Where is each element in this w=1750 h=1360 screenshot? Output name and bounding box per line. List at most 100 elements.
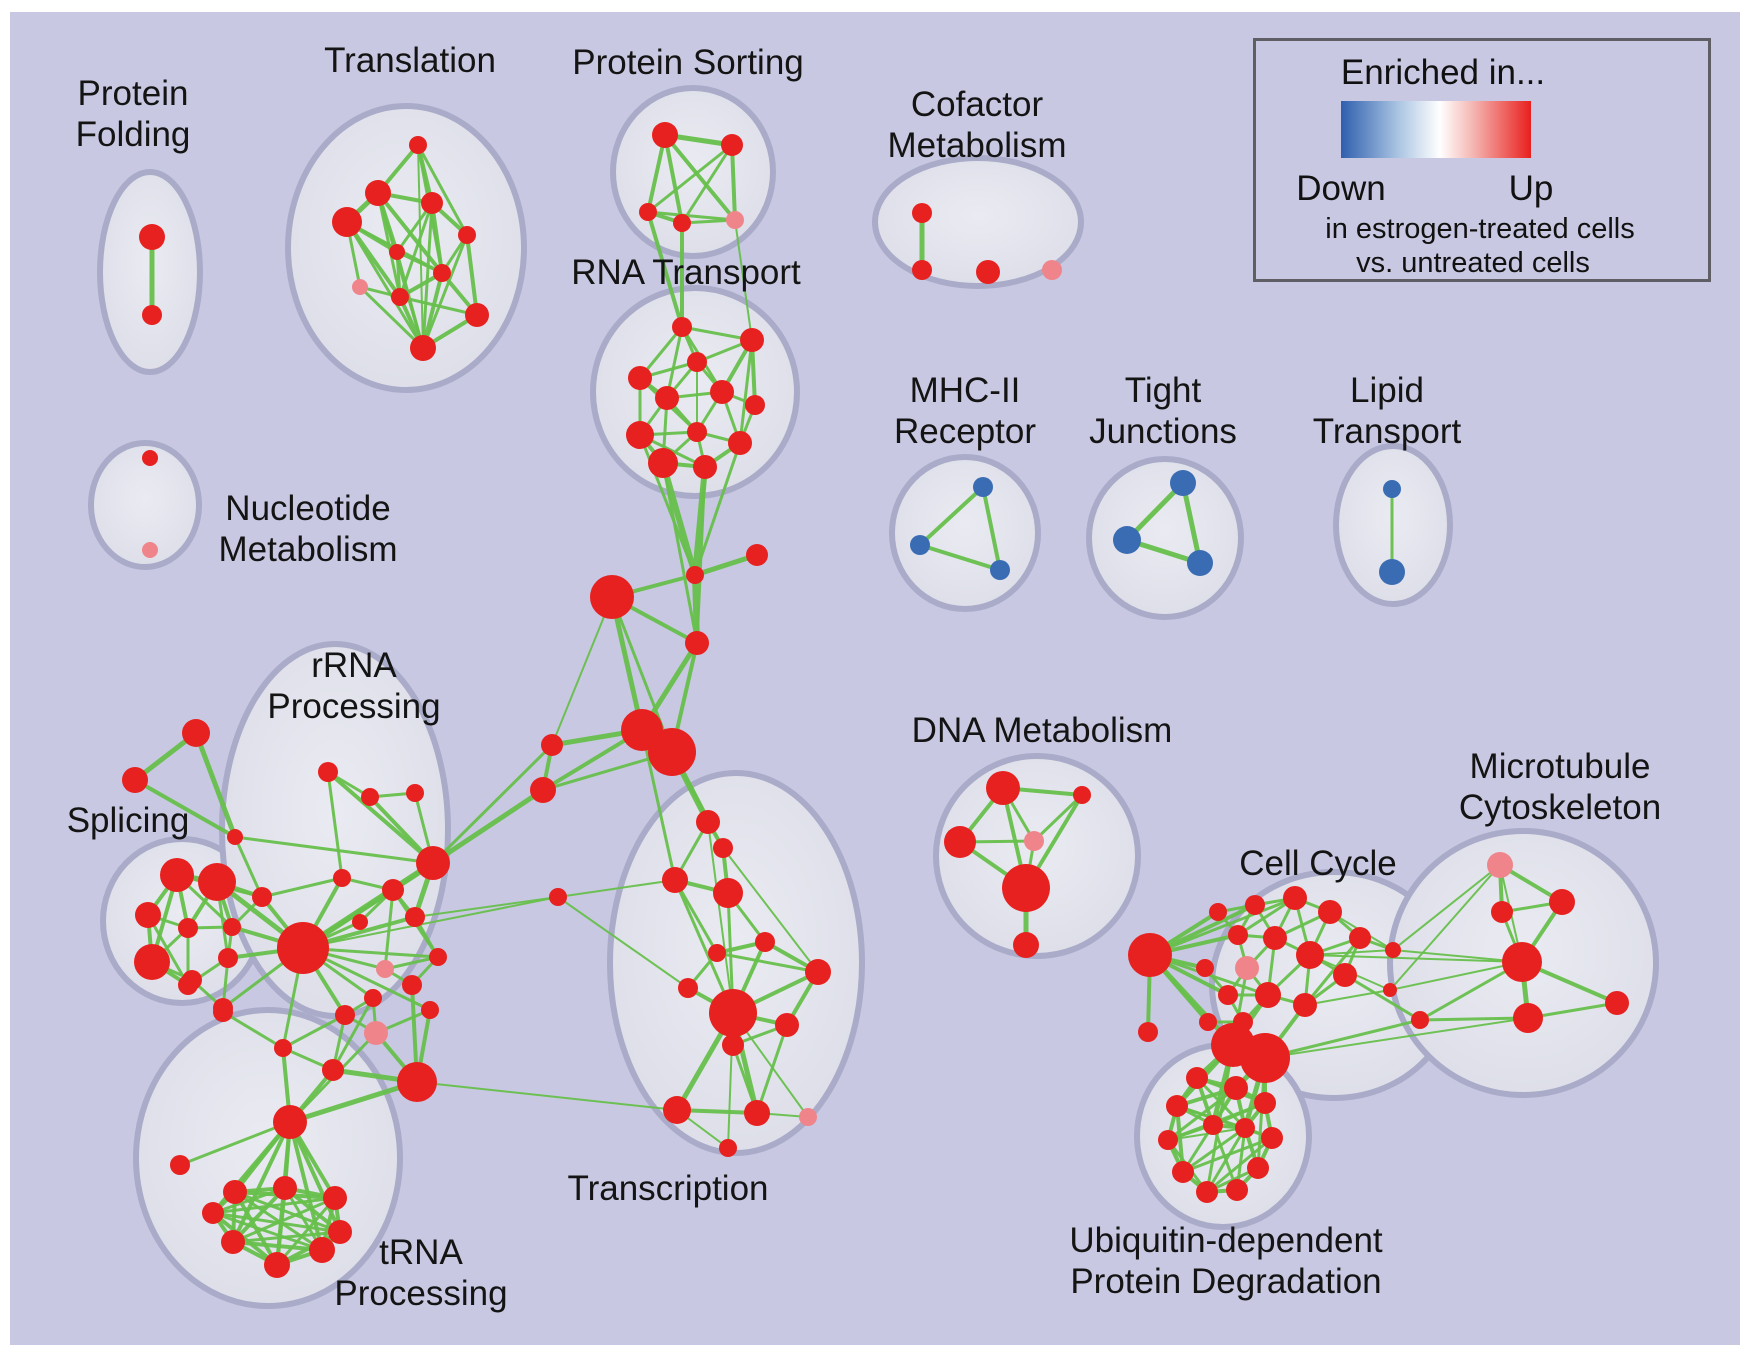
overlap-edge — [416, 143, 469, 237]
cluster-label-protein-folding: Protein Folding — [75, 74, 191, 154]
gene-set-node — [1196, 1181, 1218, 1203]
cluster-label-translation: Translation — [324, 41, 496, 80]
gene-set-node — [178, 918, 198, 938]
overlap-edge — [981, 485, 1002, 572]
gene-set-node — [421, 1001, 439, 1019]
overlap-edge — [918, 485, 985, 547]
gene-set-node — [122, 767, 148, 793]
overlap-edge — [287, 1079, 420, 1125]
cluster-ellipse-nucleotide_metabolism — [88, 440, 202, 570]
cluster-label-rrna-processing: rRNA Processing — [267, 646, 441, 726]
gene-set-node — [1318, 900, 1342, 924]
gene-set-node — [421, 192, 443, 214]
gene-set-node — [328, 1220, 352, 1244]
cluster-ellipse-cofactor_metabolism — [872, 155, 1084, 289]
gene-set-node — [198, 863, 236, 901]
overlap-edge — [695, 465, 707, 645]
gene-set-node — [745, 395, 765, 415]
gene-set-node — [1385, 942, 1401, 958]
overlap-edge — [1392, 949, 1523, 963]
gene-set-node — [1024, 831, 1044, 851]
gene-set-node — [1218, 985, 1238, 1005]
overlap-edge — [1264, 1017, 1529, 1059]
gene-set-node — [549, 888, 567, 906]
overlap-edge — [178, 1120, 292, 1167]
overlap-edge — [465, 233, 479, 317]
gene-set-node — [1349, 927, 1371, 949]
gene-set-node — [382, 879, 404, 901]
gene-set-node — [1166, 1095, 1188, 1117]
gene-set-node — [662, 867, 688, 893]
gene-set-node — [1199, 1013, 1217, 1031]
gene-set-node — [274, 1039, 292, 1057]
cluster-label-splicing: Splicing — [66, 801, 190, 840]
gene-set-node — [910, 535, 930, 555]
gene-set-node — [693, 455, 717, 479]
gene-set-node — [1247, 1157, 1269, 1179]
gene-set-node — [1013, 932, 1039, 958]
gene-set-node — [673, 214, 691, 232]
gene-set-node — [1209, 903, 1227, 921]
gene-set-node — [1487, 852, 1513, 878]
overlap-edge — [1148, 896, 1297, 957]
gene-set-node — [709, 989, 757, 1037]
gene-set-node — [333, 869, 351, 887]
legend-subtitle-line1: in estrogen-treated cells — [1325, 213, 1635, 245]
gene-set-node — [799, 1108, 817, 1126]
overlap-edge — [1181, 1126, 1247, 1174]
gene-set-node — [364, 989, 382, 1007]
gene-set-node — [142, 542, 158, 558]
gene-set-node — [719, 1139, 737, 1157]
gene-set-node — [1235, 1118, 1255, 1138]
legend-down-label: Down — [1296, 169, 1386, 208]
gene-set-node — [221, 1230, 245, 1254]
gene-set-node — [318, 762, 338, 782]
gene-set-node — [639, 203, 657, 221]
gene-set-node — [710, 380, 734, 404]
cluster-label-microtubule-cytoskeleton: Microtubule Cytoskeleton — [1458, 747, 1662, 827]
gene-set-node — [713, 838, 733, 858]
gene-set-node — [273, 1176, 297, 1200]
overlap-edge — [1392, 864, 1501, 951]
cluster-label-cell-cycle: Cell Cycle — [1239, 844, 1397, 883]
overlap-edge — [221, 1010, 285, 1050]
gene-set-node — [990, 560, 1010, 580]
gene-set-node — [335, 1005, 355, 1025]
overlap-edge — [416, 1081, 678, 1111]
gene-set-node — [277, 922, 329, 974]
overlap-edge — [430, 787, 546, 866]
gene-set-node — [590, 575, 634, 619]
overlap-edge — [673, 878, 735, 1015]
overlap-edge — [1389, 961, 1523, 991]
overlap-edge — [646, 210, 737, 222]
gene-set-node — [1255, 982, 1281, 1008]
overlap-edge — [326, 770, 344, 880]
gene-set-node — [912, 260, 932, 280]
gene-set-node — [541, 734, 563, 756]
overlap-edge — [646, 143, 734, 214]
gene-set-node — [626, 421, 654, 449]
overlap-edge — [722, 847, 819, 973]
gene-set-node — [744, 1100, 770, 1126]
gene-set-node — [655, 386, 679, 410]
gene-set-node — [648, 728, 696, 776]
overlap-edge — [660, 460, 698, 578]
gene-set-node — [323, 1186, 347, 1210]
cluster-label-tight-junctions: Tight Junctions — [1089, 371, 1237, 451]
overlap-edge — [398, 295, 479, 317]
gene-set-node — [397, 1062, 437, 1102]
gene-set-node — [722, 1034, 744, 1056]
overlap-edge — [1303, 936, 1362, 1007]
gene-set-node — [1261, 1127, 1283, 1149]
cluster-label-ubiquitin-degradation: Ubiquitin-dependent Protein Degradation — [1069, 1221, 1383, 1301]
gene-set-node — [728, 431, 752, 455]
gene-set-node — [309, 1237, 335, 1263]
overlap-edge — [193, 730, 238, 840]
overlap-edge — [430, 201, 444, 275]
overlap-edge — [211, 1211, 279, 1267]
overlap-edge — [665, 325, 684, 400]
gene-set-node — [1333, 963, 1357, 987]
overlap-edge — [231, 1186, 287, 1244]
overlap-edge — [233, 835, 435, 865]
